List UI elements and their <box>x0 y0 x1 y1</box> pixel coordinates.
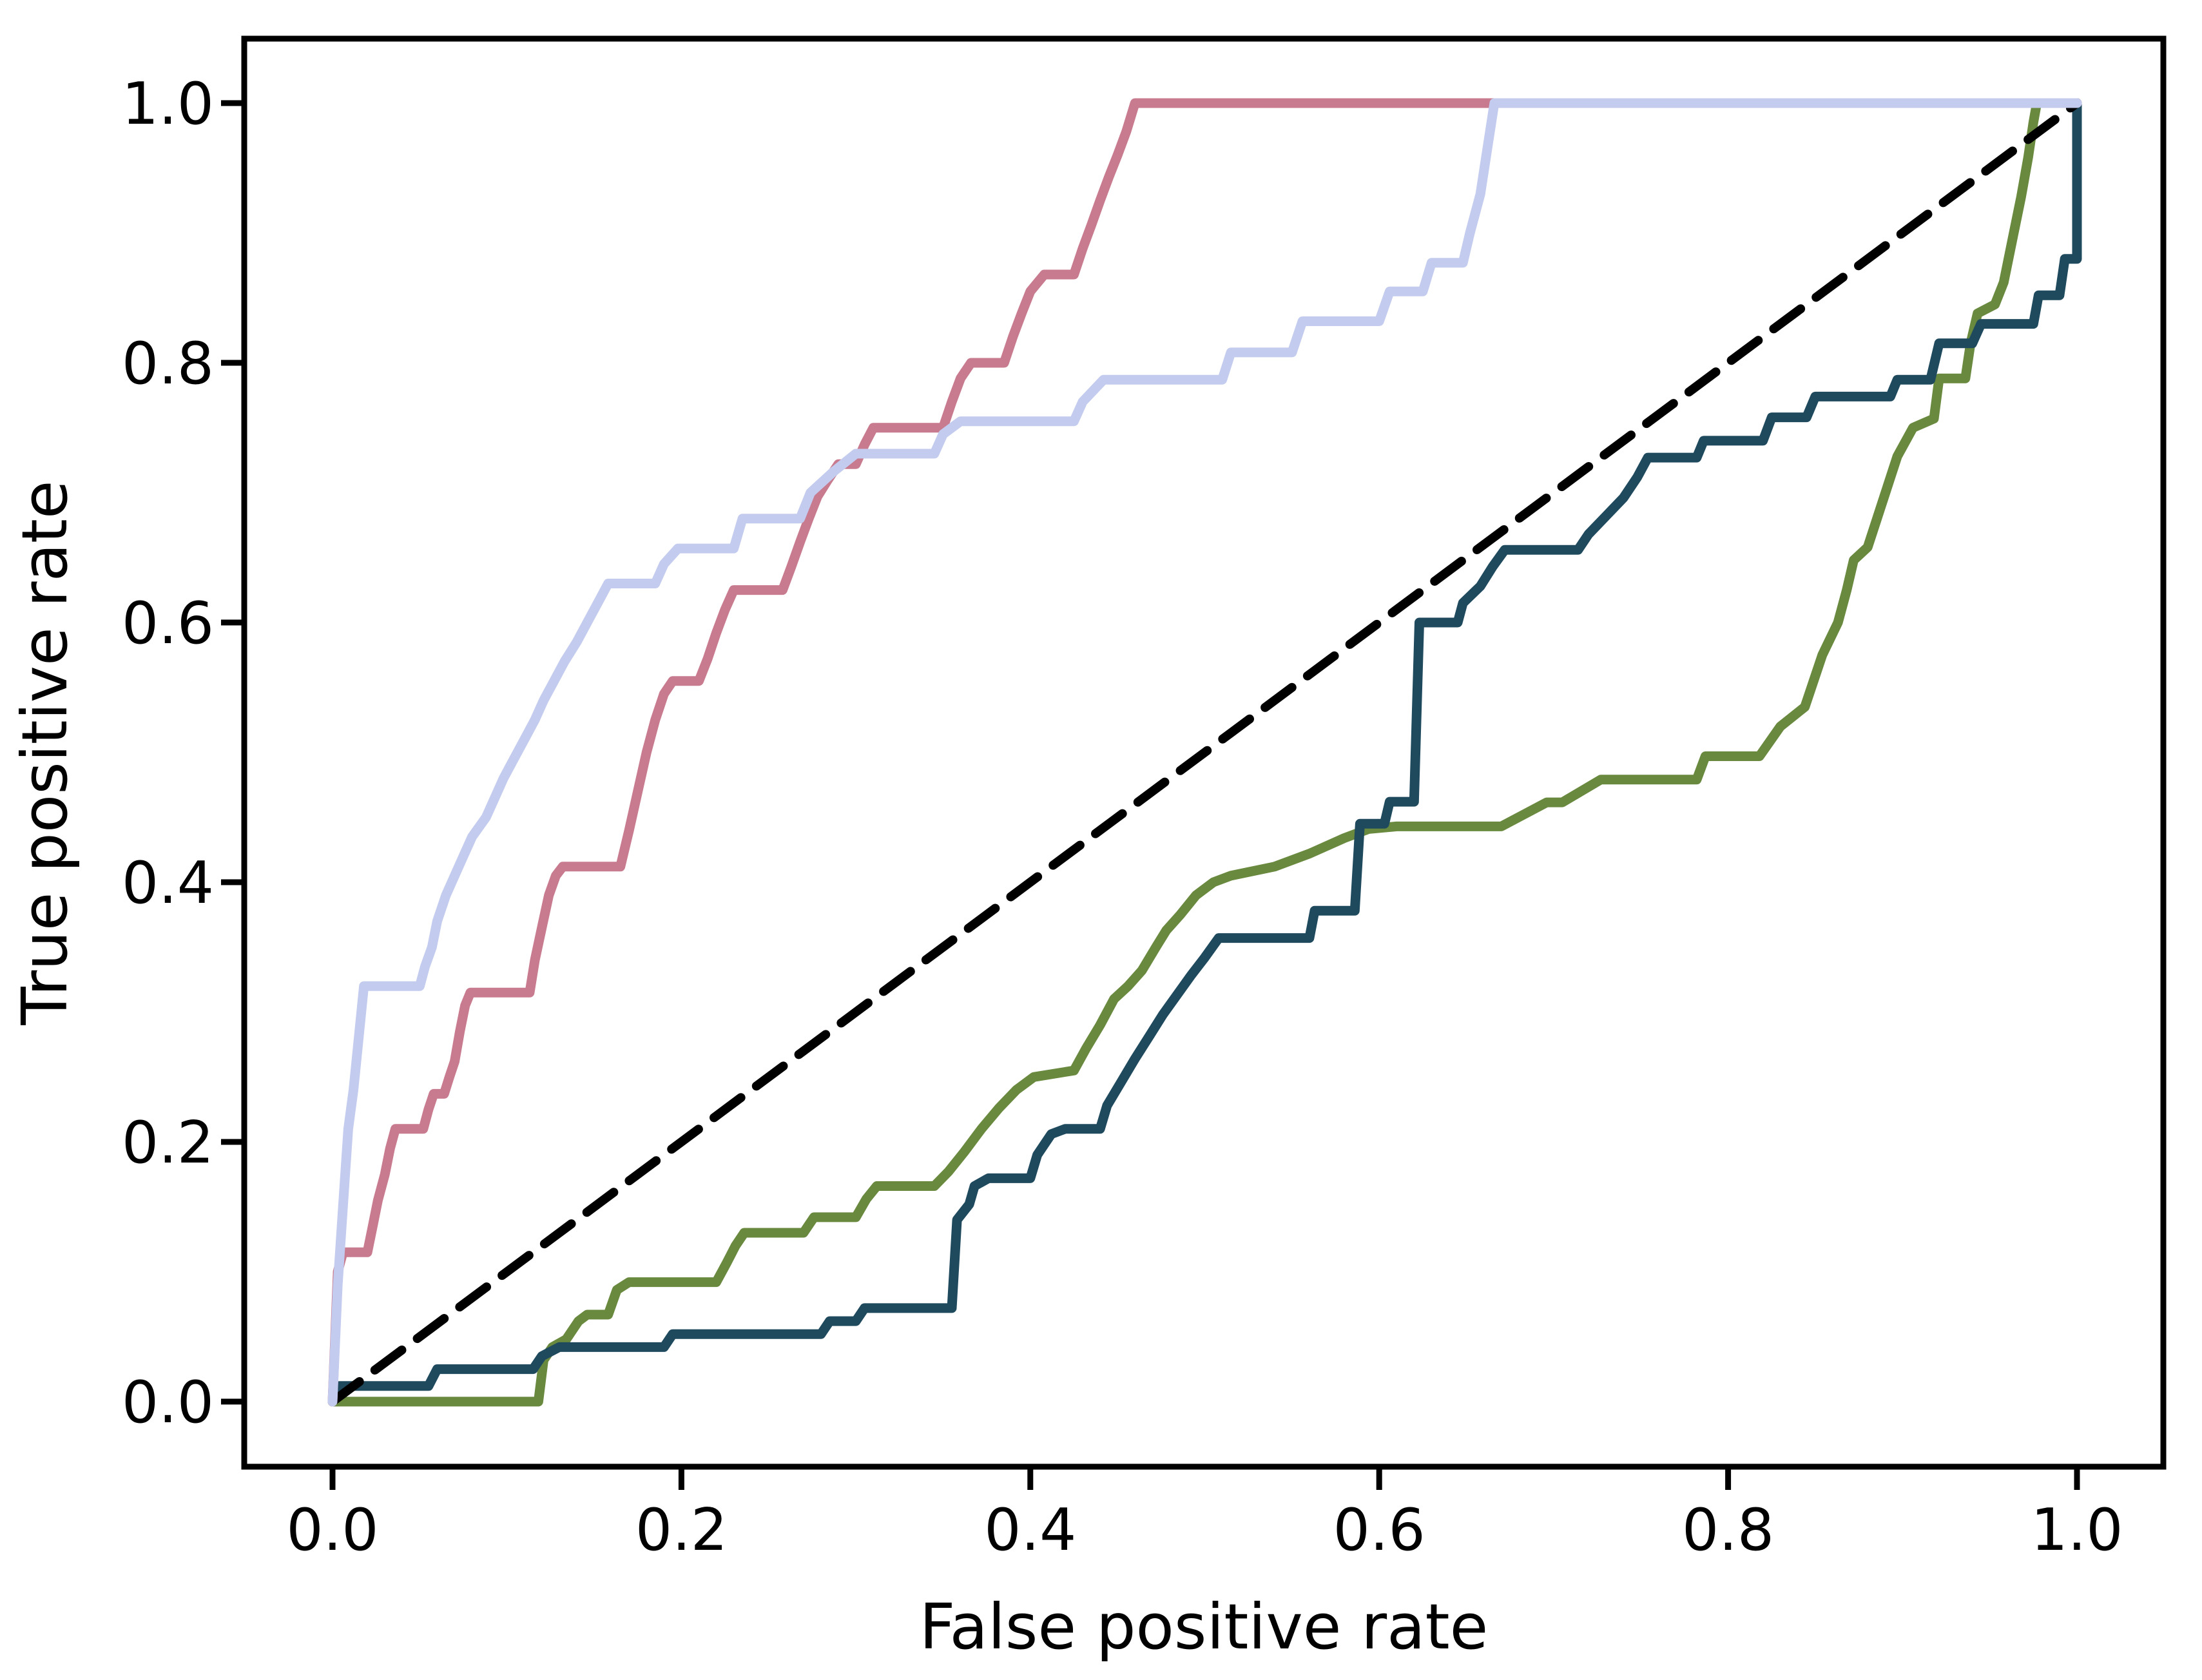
axes-frame <box>241 35 2167 1470</box>
x-tick-label: 0.6 <box>1333 1496 1425 1564</box>
x-tick-label: 1.0 <box>2031 1496 2123 1564</box>
y-tick-label: 0.0 <box>122 1369 214 1436</box>
x-tick-label: 0.4 <box>984 1496 1076 1564</box>
y-tick-label: 0.2 <box>122 1109 214 1177</box>
y-tick-label: 0.8 <box>122 330 214 398</box>
y-tick-label: 1.0 <box>122 70 214 138</box>
roc-curve-pink <box>327 98 2082 1407</box>
y-tick-label: 0.4 <box>122 849 214 917</box>
x-tick-label: 0.0 <box>286 1496 378 1564</box>
series-group <box>327 98 2082 1407</box>
x-tick-label: 0.8 <box>1682 1496 1774 1564</box>
y-axis-label: True positive rate <box>8 480 81 1025</box>
chance-diagonal-line <box>328 99 2081 1406</box>
y-tick-label: 0.6 <box>122 590 214 657</box>
y-axis-tick-labels: 0.0 0.2 0.4 0.6 0.8 1.0 <box>122 70 214 1436</box>
x-tick-label: 0.2 <box>635 1496 728 1564</box>
roc-curve-teal <box>327 98 2082 1407</box>
y-axis-tick-marks <box>221 100 244 1405</box>
x-axis-tick-marks <box>329 1467 2080 1490</box>
x-axis-label: False positive rate <box>920 1590 1489 1663</box>
roc-curve-green <box>327 98 2082 1407</box>
x-axis-tick-labels: 0.0 0.2 0.4 0.6 0.8 1.0 <box>286 1496 2123 1564</box>
roc-curve-lavender <box>327 98 2082 1407</box>
